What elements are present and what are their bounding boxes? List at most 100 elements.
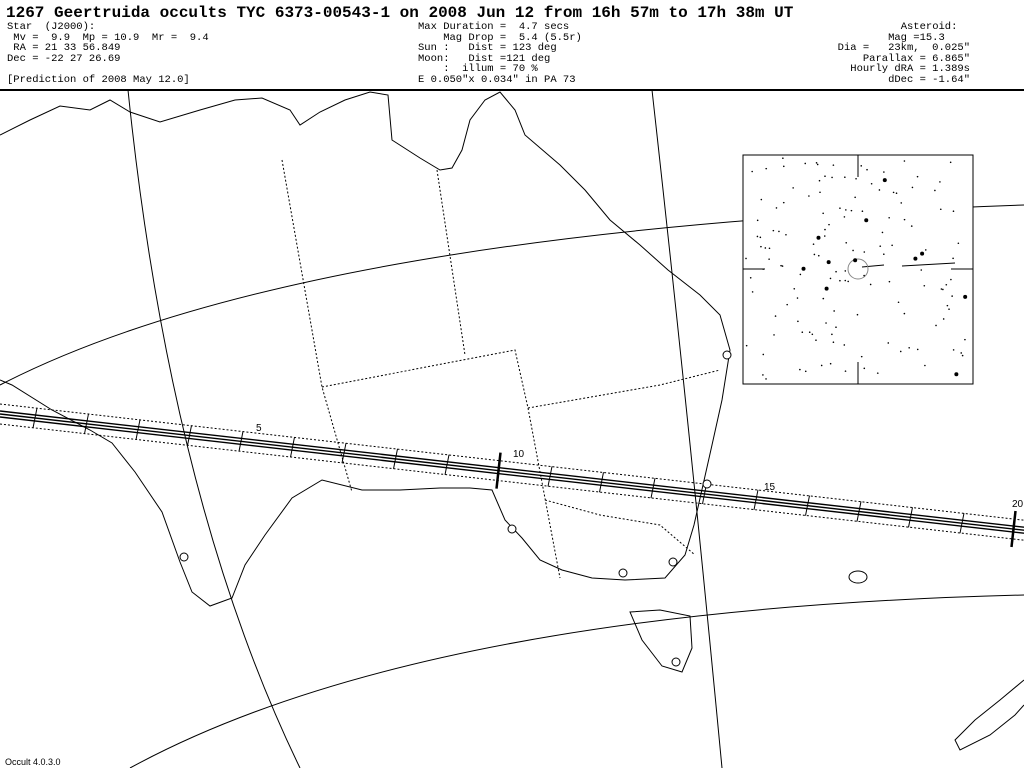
star (765, 167, 768, 170)
asteroid-mag: Mag =15.3 (888, 31, 970, 44)
star (961, 354, 964, 357)
star (751, 170, 753, 173)
star (951, 295, 953, 297)
star (876, 372, 879, 374)
max-duration: Max Duration = 4.7 secs (418, 21, 570, 33)
prediction-date: [Prediction of 2008 May 12.0] (7, 73, 190, 86)
star (863, 251, 866, 253)
star (843, 216, 846, 218)
path-edge (0, 413, 1024, 531)
star (813, 253, 816, 256)
path-edge (0, 410, 1024, 528)
star (781, 265, 784, 267)
asteroid-dia: Dia = 23km, 0.025" (837, 42, 970, 54)
star (823, 235, 826, 237)
star (920, 269, 923, 271)
path-tick (547, 466, 553, 487)
star-chart-inset (742, 154, 974, 385)
event-info: Max Duration = 4.7 secs Mag Drop = 5.4 (… (418, 22, 582, 85)
star (964, 338, 966, 341)
ddec: dDec = -1.64" (888, 73, 970, 86)
star (891, 244, 893, 247)
path-tick (908, 507, 913, 528)
star (911, 186, 914, 189)
sun-distance: Sun : Dist = 123 deg (418, 42, 557, 54)
time-label-15: 15 (764, 482, 776, 493)
star (950, 278, 952, 281)
path-tick (1010, 510, 1017, 548)
star (780, 264, 782, 267)
star (960, 352, 963, 354)
star (863, 274, 865, 277)
star (751, 291, 754, 293)
version-label: Occult 4.0.3.0 (5, 756, 61, 767)
path-tick (805, 495, 810, 516)
star (799, 273, 802, 276)
path-limit-dotted (0, 403, 1024, 521)
star (854, 196, 856, 199)
star (799, 368, 801, 371)
star (952, 257, 954, 260)
star (952, 349, 955, 351)
star (963, 294, 968, 299)
star (745, 257, 747, 260)
star (852, 249, 854, 252)
star (942, 318, 945, 320)
star (835, 270, 837, 273)
star (765, 378, 767, 380)
star (828, 223, 830, 226)
star (844, 279, 847, 282)
star (844, 370, 847, 372)
path-tick (393, 448, 398, 469)
star (939, 181, 941, 183)
star (756, 219, 759, 222)
star (819, 191, 821, 194)
star (762, 268, 764, 270)
star (910, 225, 913, 227)
time-label-20: 20 (1012, 499, 1024, 510)
star (824, 175, 826, 178)
star (801, 266, 806, 271)
path-tick (290, 437, 295, 458)
star (832, 164, 835, 166)
star (782, 201, 785, 204)
star (801, 331, 804, 334)
star (808, 195, 810, 197)
state-borders (281, 159, 721, 579)
star (760, 245, 762, 248)
path-tick (599, 472, 604, 493)
star (762, 353, 765, 356)
city-marker (618, 568, 628, 578)
star-mags: Mv = 9.9 Mp = 10.9 Mr = 9.4 (7, 31, 209, 44)
star (811, 333, 814, 336)
star (818, 179, 821, 182)
star (822, 212, 824, 215)
star (903, 160, 906, 162)
new-zealand-coastline (954, 679, 1024, 751)
star (861, 210, 864, 213)
star (826, 260, 831, 265)
city-marker (671, 657, 681, 667)
star (899, 350, 902, 353)
star (760, 198, 763, 201)
star (824, 286, 829, 291)
cities (179, 350, 732, 667)
star (829, 277, 832, 280)
star (957, 242, 960, 245)
star (793, 287, 796, 290)
asteroid-info: Asteroid: Mag =15.3 Dia = 23km, 0.025" Pa… (838, 22, 970, 85)
path-tick (444, 454, 450, 475)
star (882, 178, 887, 183)
asteroid-parallax: Parallax = 6.865" (862, 52, 970, 65)
star (764, 247, 767, 249)
star (831, 333, 833, 336)
path-tick (495, 452, 502, 489)
path-tick (238, 431, 244, 452)
path-tick (32, 407, 38, 429)
star (756, 235, 759, 238)
star (831, 176, 833, 179)
star (949, 161, 952, 164)
star (923, 284, 926, 287)
star (829, 362, 832, 365)
path-limit-dotted (0, 423, 1024, 541)
